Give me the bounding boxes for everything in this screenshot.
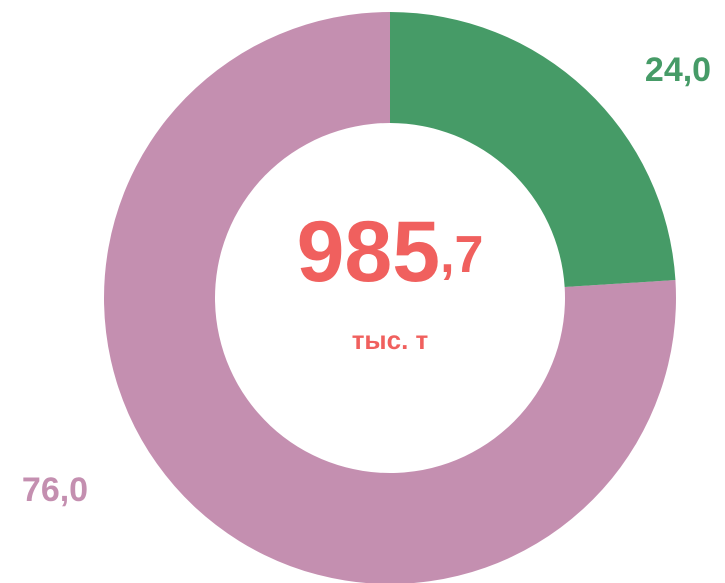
data-label: 76,0 <box>22 471 88 509</box>
center-unit: тыс. т <box>352 325 429 355</box>
donut-slice <box>390 12 676 288</box>
data-label: 24,0 <box>645 51 711 89</box>
donut-slice <box>104 12 676 583</box>
center-value: 985,7 <box>297 204 484 300</box>
